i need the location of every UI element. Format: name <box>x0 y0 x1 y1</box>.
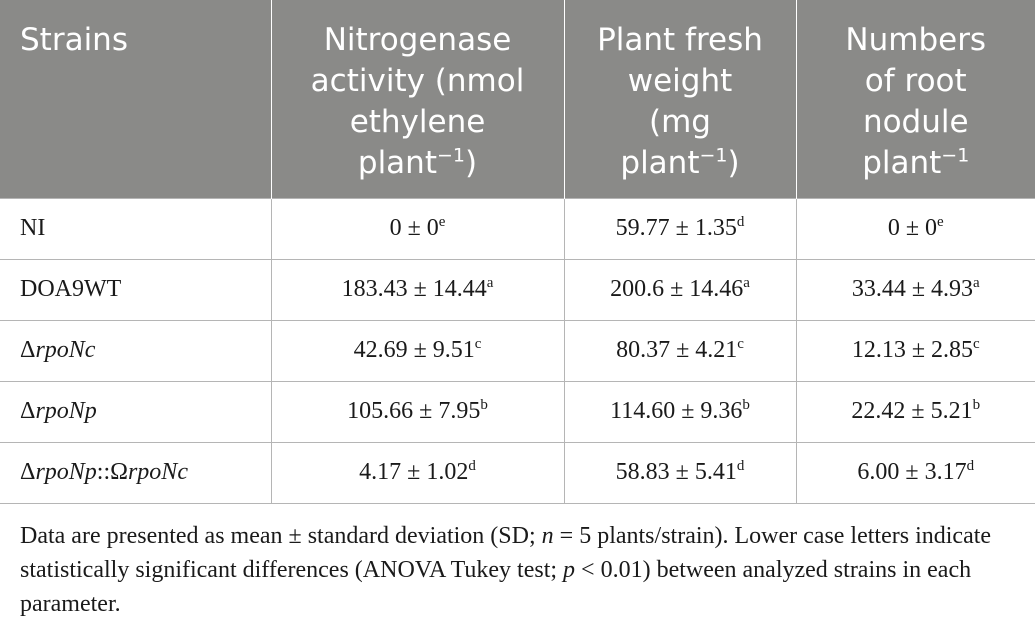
mean-sd-value: 183.43 ± 14.44 <box>341 276 487 302</box>
significance-letter: d <box>736 214 745 230</box>
mean-sd-value: 0 ± 0 <box>887 215 937 241</box>
table-row: NI 0 ± 0e 59.77 ± 1.35d 0 ± 0e <box>0 197 1035 259</box>
significance-letter: b <box>480 397 488 413</box>
mean-sd-value: 59.77 ± 1.35 <box>615 215 737 241</box>
significance-letter: b <box>972 397 981 413</box>
mean-sd-value: 12.13 ± 2.85 <box>851 337 973 363</box>
strain-name-part: ::Ω <box>96 459 128 485</box>
footnote-text: = 5 plants/strain). Lower case letters i… <box>20 523 992 583</box>
header-line: plant <box>620 145 700 181</box>
footnote-n-variable: n <box>541 523 554 549</box>
significance-letter: c <box>737 336 744 352</box>
value-cell: 80.37 ± 4.21c <box>563 319 796 381</box>
significance-letter: b <box>742 397 750 413</box>
header-line: (mg <box>649 104 711 140</box>
strain-cell: ΔrpoNp <box>0 380 271 442</box>
header-line: activity (nmol <box>310 63 525 99</box>
footnote-text: < 0.01) between analyzed strains in each… <box>20 557 972 617</box>
value-cell: 58.83 ± 5.41d <box>563 441 796 504</box>
significance-letter: c <box>973 336 980 352</box>
value-cell: 22.42 ± 5.21b <box>795 380 1035 442</box>
header-line: Nitrogenase <box>323 22 512 58</box>
value-cell: 4.17 ± 1.02d <box>270 441 564 504</box>
header-row: Strains Nitrogenase activity (nmol ethyl… <box>0 0 1035 198</box>
header-line: weight <box>627 63 733 99</box>
table-row: DOA9WT 183.43 ± 14.44a 200.6 ± 14.46a 33.44… <box>0 258 1035 320</box>
strain-cell: NI <box>0 197 271 259</box>
mean-sd-value: 42.69 ± 9.51 <box>353 337 475 363</box>
value-cell: 42.69 ± 9.51c <box>270 319 564 381</box>
mean-sd-value: 6.00 ± 3.17 <box>857 459 967 485</box>
significance-letter: a <box>973 275 980 291</box>
strain-cell: DOA9WT <box>0 258 271 320</box>
strain-name-part: Δ <box>20 398 36 424</box>
table-body: NI 0 ± 0e 59.77 ± 1.35d 0 ± 0e DOA9WT 183.43 … <box>0 197 1035 504</box>
value-cell: 12.13 ± 2.85c <box>795 319 1035 381</box>
header-line: nodule <box>862 104 969 140</box>
value-cell: 114.60 ± 9.36b <box>563 380 796 442</box>
header-line: Numbers <box>845 22 987 58</box>
header-nitrogenase-activity: Nitrogenase activity (nmol ethylene plan… <box>270 0 564 198</box>
results-table: Strains Nitrogenase activity (nmol ethyl… <box>0 0 1035 504</box>
header-line: plant <box>862 145 942 181</box>
mean-sd-value: 114.60 ± 9.36 <box>610 398 743 424</box>
mean-sd-value: 22.42 ± 5.21 <box>851 398 973 424</box>
table-row: ΔrpoNp::ΩrpoNc 4.17 ± 1.02d 58.83 ± 5.41d 6… <box>0 441 1035 504</box>
mean-sd-value: 33.44 ± 4.93 <box>851 276 973 302</box>
header-superscript: −1 <box>699 144 728 167</box>
mean-sd-value: 0 ± 0 <box>389 215 439 241</box>
significance-letter: a <box>486 275 494 291</box>
value-cell: 183.43 ± 14.44a <box>270 258 564 320</box>
significance-letter: e <box>937 214 944 230</box>
header-strains: Strains <box>0 0 271 198</box>
header-line: ethylene <box>349 104 486 140</box>
value-cell: 0 ± 0e <box>795 197 1035 259</box>
significance-letter: e <box>438 214 446 230</box>
strain-name-part: DOA9WT <box>20 276 122 302</box>
header-tail: ) <box>465 145 478 181</box>
header-line: of root <box>864 63 967 99</box>
mean-sd-value: 58.83 ± 5.41 <box>615 459 737 485</box>
value-cell: 200.6 ± 14.46a <box>563 258 796 320</box>
header-superscript: −1 <box>436 144 465 167</box>
header-plant-fresh-weight: Plant fresh weight (mg plant−1) <box>563 0 796 198</box>
mean-sd-value: 4.17 ± 1.02 <box>359 459 469 485</box>
strain-name-part: Δ <box>20 337 36 363</box>
value-cell: 105.66 ± 7.95b <box>270 380 564 442</box>
value-cell: 0 ± 0e <box>270 197 564 259</box>
significance-letter: d <box>966 458 975 474</box>
mean-sd-value: 200.6 ± 14.46 <box>610 276 744 302</box>
significance-letter: c <box>474 336 482 352</box>
header-line: Strains <box>20 22 128 58</box>
mean-sd-value: 105.66 ± 7.95 <box>347 398 481 424</box>
significance-letter: a <box>743 275 750 291</box>
table-row: ΔrpoNc 42.69 ± 9.51c 80.37 ± 4.21c 12.13 ± … <box>0 319 1035 381</box>
footnote-p-variable: p <box>563 557 576 583</box>
header-tail: ) <box>727 145 740 181</box>
value-cell: 33.44 ± 4.93a <box>795 258 1035 320</box>
value-cell: 59.77 ± 1.35d <box>563 197 796 259</box>
strain-name-part: Δ <box>20 459 36 485</box>
header-line: plant <box>357 145 437 181</box>
value-cell: 6.00 ± 3.17d <box>795 441 1035 504</box>
significance-letter: d <box>468 458 476 474</box>
significance-letter: d <box>736 458 745 474</box>
header-line: Plant fresh <box>597 22 763 58</box>
header-superscript: −1 <box>941 144 970 167</box>
strain-cell: ΔrpoNp::ΩrpoNc <box>0 441 271 504</box>
mean-sd-value: 80.37 ± 4.21 <box>616 337 738 363</box>
strain-name-part: NI <box>20 215 46 241</box>
strain-name-part: rpoNp <box>35 459 97 485</box>
table-footnote: Data are presented as mean ± standard de… <box>20 519 1015 621</box>
header-root-nodule-numbers: Numbers of root nodule plant−1 <box>795 0 1035 198</box>
strain-cell: ΔrpoNc <box>0 319 271 381</box>
strain-name-part: rpoNc <box>127 459 188 485</box>
footnote-text: Data are presented as mean ± standard de… <box>20 523 542 549</box>
strain-name-part: rpoNp <box>35 398 97 424</box>
table-row: ΔrpoNp 105.66 ± 7.95b 114.60 ± 9.36b 22.42 … <box>0 380 1035 442</box>
strain-name-part: rpoNc <box>35 337 96 363</box>
